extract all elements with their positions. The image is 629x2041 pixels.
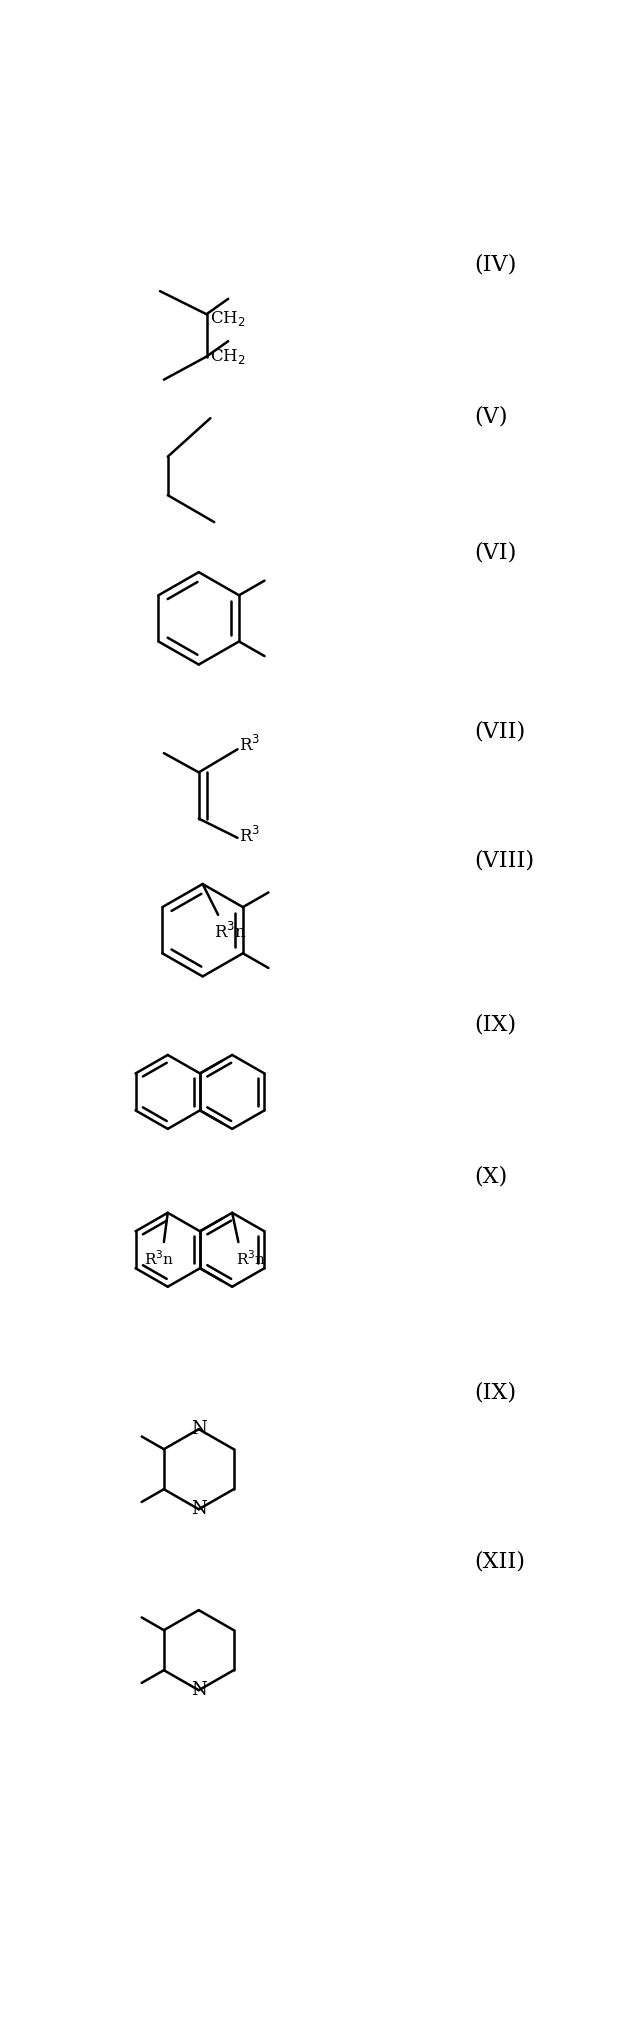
Text: (VII): (VII) — [474, 720, 525, 743]
Text: (X): (X) — [474, 1165, 507, 1188]
Text: R$^3$: R$^3$ — [239, 735, 260, 755]
Text: (IX): (IX) — [474, 1382, 516, 1404]
Text: (V): (V) — [474, 406, 508, 429]
Text: (VIII): (VIII) — [474, 849, 534, 872]
Text: N: N — [191, 1421, 206, 1439]
Text: CH$_2$: CH$_2$ — [210, 308, 246, 327]
Text: R$^3$n: R$^3$n — [145, 1249, 175, 1267]
Text: R$^3$n: R$^3$n — [214, 923, 247, 941]
Text: (XII): (XII) — [474, 1551, 525, 1574]
Text: R$^3$n: R$^3$n — [236, 1249, 267, 1267]
Text: (VI): (VI) — [474, 543, 516, 563]
Text: N: N — [191, 1500, 206, 1519]
Text: R$^3$: R$^3$ — [239, 825, 260, 845]
Text: (IV): (IV) — [474, 253, 516, 276]
Text: N: N — [191, 1682, 206, 1700]
Text: CH$_2$: CH$_2$ — [210, 347, 246, 365]
Text: (IX): (IX) — [474, 1014, 516, 1037]
